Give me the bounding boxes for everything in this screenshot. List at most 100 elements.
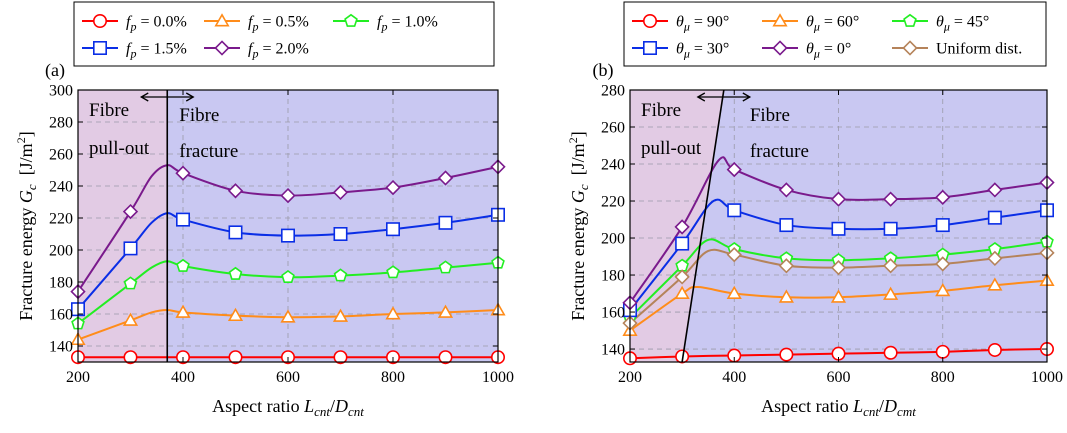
y-tick-label: 180 xyxy=(49,275,73,292)
data-point xyxy=(882,191,899,207)
data-point xyxy=(228,350,243,365)
data-point xyxy=(674,269,690,285)
data-point xyxy=(122,312,139,326)
x-tick-label: 1000 xyxy=(1031,369,1063,386)
data-point xyxy=(674,219,690,235)
x-tick-label: 800 xyxy=(381,369,405,386)
y-axis-label: Fracture energy Gc [J/m2] xyxy=(566,131,591,320)
series-line xyxy=(630,198,1047,311)
data-point xyxy=(385,222,400,237)
legend-marker xyxy=(642,14,657,28)
y-tick-label: 160 xyxy=(49,307,73,324)
transition-arrow xyxy=(696,92,752,102)
data-point xyxy=(935,218,950,233)
legend-item: θμ = 60° xyxy=(762,13,859,34)
data-point xyxy=(227,307,244,322)
y-tick-label: 220 xyxy=(49,211,73,228)
data-point xyxy=(830,259,847,276)
data-point xyxy=(935,189,951,205)
y-tick-label: 220 xyxy=(601,194,625,211)
legend-box xyxy=(623,1,1047,67)
x-tick-label: 400 xyxy=(171,369,195,386)
region-label-pull-out-line1: Fibre xyxy=(641,100,681,121)
data-point xyxy=(987,182,1003,198)
arrow-head-right xyxy=(742,92,752,102)
data-point xyxy=(333,268,348,282)
legend-item: Uniform dist. xyxy=(892,40,1022,58)
legend-marker xyxy=(772,13,788,27)
data-point xyxy=(830,289,847,303)
legend-label: fp = 1.0% xyxy=(377,14,438,34)
data-point xyxy=(176,212,191,227)
y-tick-label: 280 xyxy=(601,83,625,100)
legend-label: fp = 0.0% xyxy=(126,14,187,34)
data-point xyxy=(726,247,742,263)
series-5 xyxy=(630,248,1047,324)
region-label-fracture-line1: Fibre xyxy=(750,105,790,126)
legend-item: fp = 0.5% xyxy=(204,13,309,34)
legend-item: fp = 2.0% xyxy=(204,40,309,61)
region-label-fracture-line1: Fibre xyxy=(179,105,219,126)
data-point xyxy=(438,350,453,365)
legend-label: Uniform dist. xyxy=(936,41,1022,58)
arrow-head-right xyxy=(185,92,195,102)
y-axis-label: Fracture energy Gc [J/m2] xyxy=(14,131,39,320)
chart-panel-a: Fibre pull-out Fibre fracture 200 400 600 800 10… xyxy=(14,1,514,419)
legend-marker xyxy=(214,13,230,27)
legend-label: θμ = 45° xyxy=(936,14,989,34)
series-line xyxy=(630,238,1047,319)
legend-item: θμ = 45° xyxy=(892,14,989,34)
data-point xyxy=(123,241,138,256)
data-point xyxy=(883,345,898,360)
region-fracture xyxy=(167,90,498,362)
legend-marker xyxy=(214,40,230,56)
region-label-fracture-line2: fracture xyxy=(179,141,238,162)
data-point xyxy=(883,286,899,300)
data-point xyxy=(882,258,899,274)
data-point xyxy=(333,350,348,365)
data-point xyxy=(438,260,453,274)
data-point xyxy=(228,266,243,280)
x-tick-label: 400 xyxy=(722,369,746,386)
legend: fp = 0.0% fp = 0.5% fp = 1.0% fp = 1.5% fp =… xyxy=(73,1,495,67)
series-3 xyxy=(630,198,1047,311)
y-tick-label: 280 xyxy=(49,115,73,132)
series-markers-2 xyxy=(71,255,505,330)
panel-label: (b) xyxy=(593,60,614,81)
legend-item: fp = 1.5% xyxy=(82,41,187,61)
x-axis-label: Aspect ratio Lcnt/Dcmt xyxy=(761,396,916,419)
legend-marker xyxy=(902,40,918,56)
series-line xyxy=(630,279,1047,332)
legend-item: fp = 1.0% xyxy=(333,14,438,34)
y-tick-label: 240 xyxy=(601,157,625,174)
legend-marker xyxy=(903,13,917,27)
data-point xyxy=(987,250,1003,267)
data-point xyxy=(883,221,898,236)
panel-label: (a) xyxy=(45,60,65,81)
x-tick-label: 800 xyxy=(931,369,955,386)
arrow-head-left xyxy=(696,92,706,102)
data-point xyxy=(175,165,191,181)
region-fracture xyxy=(682,90,1047,362)
region-label-pull-out-line2: pull-out xyxy=(89,138,150,159)
y-tick-label: 200 xyxy=(601,231,625,248)
y-tick-label: 260 xyxy=(601,120,625,137)
legend-item: θμ = 0° xyxy=(762,40,851,61)
y-tick-label: 260 xyxy=(49,147,73,164)
series-markers-4 xyxy=(622,161,1055,311)
legend-marker xyxy=(642,40,657,55)
legend-box xyxy=(73,1,495,67)
data-point xyxy=(281,270,295,284)
data-point xyxy=(437,304,454,318)
arrow-head-left xyxy=(139,92,149,102)
series-4 xyxy=(630,156,1047,304)
data-point xyxy=(935,344,950,359)
data-point xyxy=(122,203,139,220)
x-tick-label: 600 xyxy=(827,369,851,386)
x-axis-label: Aspect ratio Lcnt/Dcnt xyxy=(212,396,364,419)
x-tick-label: 1000 xyxy=(482,369,514,386)
region-pull-out xyxy=(78,90,168,362)
legend-label: θμ = 30° xyxy=(676,41,729,61)
y-tick-label: 300 xyxy=(49,83,73,100)
